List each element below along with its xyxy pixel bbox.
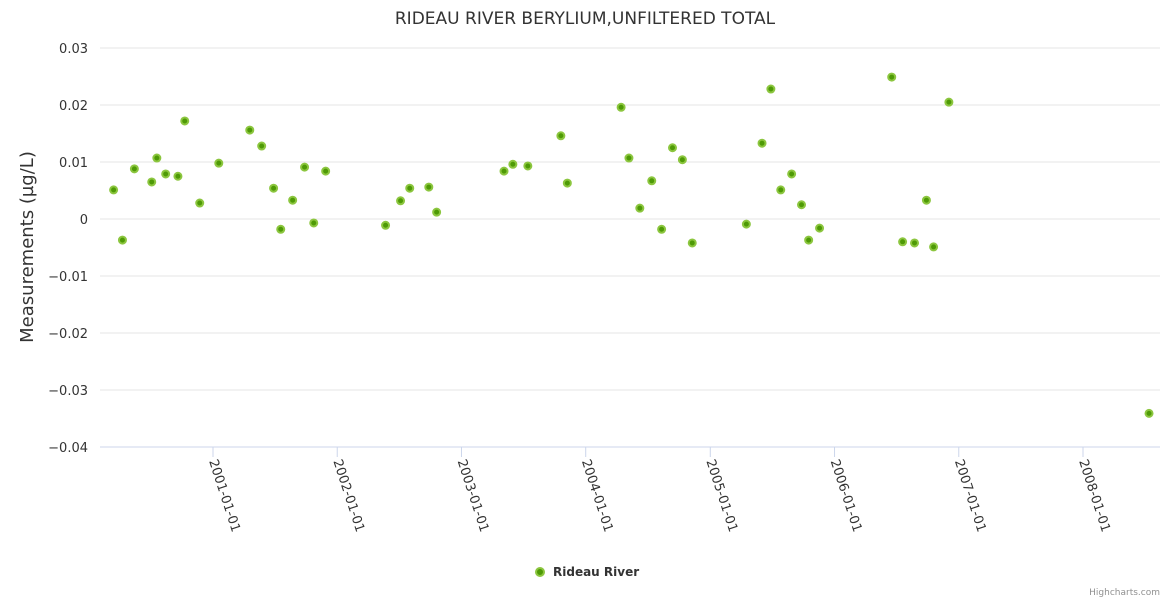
data-point[interactable] [173, 171, 183, 181]
y-tick-label: 0 [80, 213, 88, 228]
data-point[interactable] [152, 153, 162, 163]
data-point[interactable] [804, 235, 814, 245]
data-point[interactable] [147, 177, 157, 187]
data-point[interactable] [556, 131, 566, 141]
data-point[interactable] [432, 207, 442, 217]
data-point[interactable] [424, 182, 434, 192]
data-point[interactable] [668, 143, 678, 153]
data-point[interactable] [635, 203, 645, 213]
data-point[interactable] [269, 183, 279, 193]
x-tick-label: 2007-01-01 [951, 458, 989, 534]
series-rideau-river [109, 72, 1154, 418]
data-point[interactable] [815, 223, 825, 233]
data-point[interactable] [797, 200, 807, 210]
data-point[interactable] [1144, 408, 1154, 418]
data-point[interactable] [687, 238, 697, 248]
y-tick-label: −0.03 [48, 384, 88, 399]
data-point[interactable] [624, 153, 634, 163]
data-point[interactable] [677, 155, 687, 165]
x-tick-label: 2004-01-01 [578, 458, 616, 534]
data-point[interactable] [944, 97, 954, 107]
x-tick-label: 2003-01-01 [454, 458, 492, 534]
x-tick-label: 2001-01-01 [205, 458, 243, 534]
data-point[interactable] [257, 141, 267, 151]
x-tick-label: 2005-01-01 [702, 458, 740, 534]
legend-marker [535, 567, 545, 577]
y-tick-label: 0.01 [59, 156, 88, 171]
data-point[interactable] [508, 159, 518, 169]
data-point[interactable] [195, 198, 205, 208]
y-tick-label: 0.02 [59, 99, 88, 114]
y-axis-ticks: 0.03 0.02 0.01 0 −0.01 −0.02 −0.03 −0.04 [48, 42, 88, 456]
grid-lines [100, 47, 1160, 448]
data-point[interactable] [161, 169, 171, 179]
data-point[interactable] [300, 162, 310, 172]
data-point[interactable] [117, 235, 127, 245]
data-point[interactable] [523, 161, 533, 171]
data-point[interactable] [921, 195, 931, 205]
data-point[interactable] [180, 116, 190, 126]
y-tick-label: 0.03 [59, 42, 88, 57]
legend-label: Rideau River [553, 565, 639, 579]
data-point[interactable] [245, 125, 255, 135]
y-tick-label: −0.01 [48, 270, 88, 285]
data-point[interactable] [898, 237, 908, 247]
y-tick-label: −0.04 [48, 441, 88, 456]
data-point[interactable] [929, 242, 939, 252]
data-point[interactable] [129, 164, 139, 174]
chart-title: RIDEAU RIVER BERYLIUM,UNFILTERED TOTAL [395, 9, 776, 29]
x-tick-label: 2006-01-01 [827, 458, 865, 534]
data-point[interactable] [405, 183, 415, 193]
data-point[interactable] [647, 176, 657, 186]
data-point[interactable] [499, 166, 509, 176]
data-point[interactable] [657, 224, 667, 234]
data-point[interactable] [757, 138, 767, 148]
data-point[interactable] [910, 238, 920, 248]
x-tick-label: 2002-01-01 [329, 458, 367, 534]
x-tick-label: 2008-01-01 [1075, 458, 1113, 534]
data-point[interactable] [616, 102, 626, 112]
data-point[interactable] [776, 185, 786, 195]
data-point[interactable] [321, 166, 331, 176]
data-point[interactable] [109, 185, 119, 195]
data-point[interactable] [381, 220, 391, 230]
credits-link[interactable]: Highcharts.com [1089, 588, 1160, 598]
data-point[interactable] [276, 224, 286, 234]
data-point[interactable] [396, 196, 406, 206]
y-axis-label: Measurements (µg/L) [17, 151, 38, 343]
x-axis: 2001-01-01 2002-01-01 2003-01-01 2004-01-01… [205, 447, 1113, 534]
data-point[interactable] [766, 84, 776, 94]
data-point[interactable] [288, 195, 298, 205]
data-point[interactable] [562, 178, 572, 188]
data-point[interactable] [787, 169, 797, 179]
data-point[interactable] [887, 72, 897, 82]
legend-item-rideau-river[interactable]: Rideau River [535, 565, 639, 579]
data-point[interactable] [741, 219, 751, 229]
data-point[interactable] [309, 218, 319, 228]
data-point[interactable] [214, 158, 224, 168]
y-tick-label: −0.02 [48, 327, 88, 342]
